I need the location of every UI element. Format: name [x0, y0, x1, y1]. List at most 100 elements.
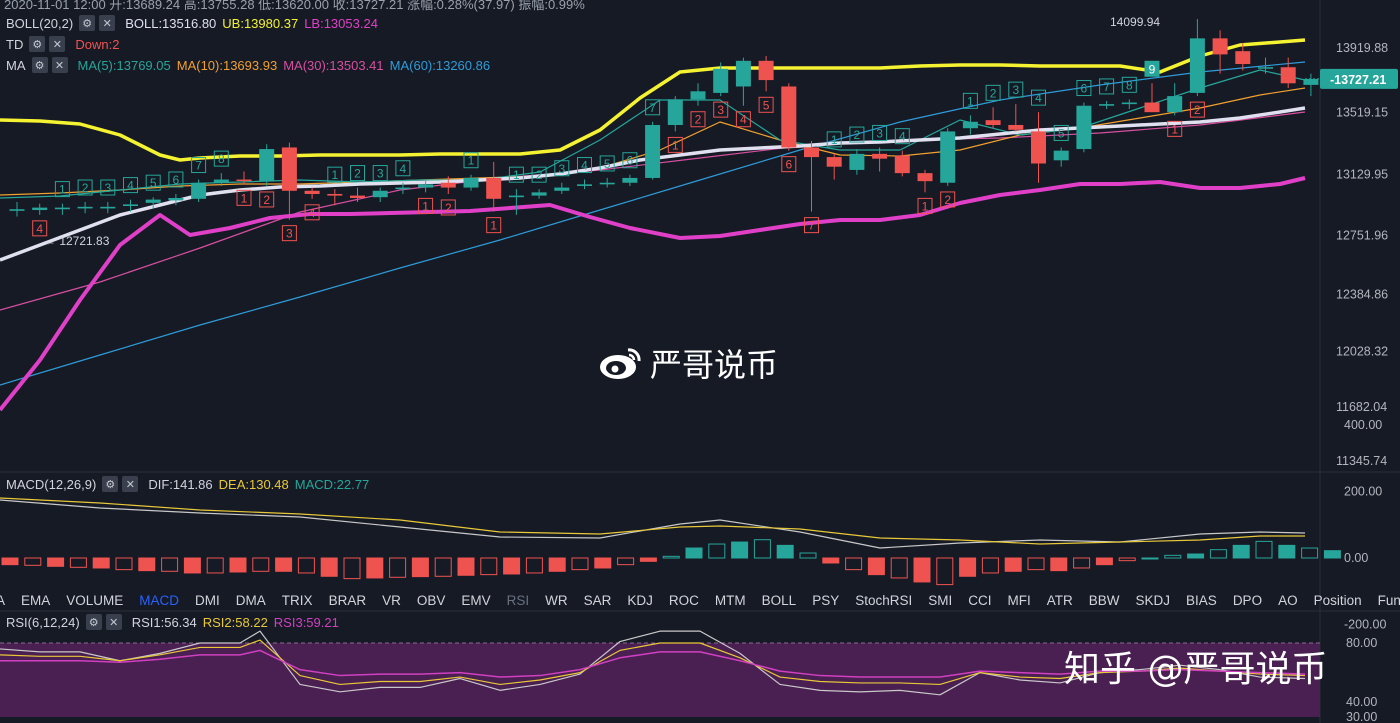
candle-down [281, 147, 297, 191]
tab-emv[interactable]: EMV [461, 592, 491, 608]
tab-rsi[interactable]: RSI [506, 592, 530, 608]
tab-dpo[interactable]: DPO [1232, 592, 1263, 608]
tab-cci[interactable]: CCI [968, 592, 992, 608]
td-label: 7 [195, 159, 202, 173]
macd-histogram-bar [1073, 557, 1091, 569]
rsi-tick-label: 30.00 [1346, 710, 1377, 723]
close-icon[interactable]: ✕ [99, 15, 116, 31]
tab-vr[interactable]: VR [382, 592, 401, 608]
tab-ema[interactable]: EMA [21, 592, 51, 608]
tab-volume[interactable]: VOLUME [66, 592, 124, 608]
ohlc-header: 2020-11-01 12:00 开:13689.24 高:13755.28 低… [4, 0, 585, 12]
tab-bbw[interactable]: BBW [1088, 592, 1120, 608]
td-label: 7 [1103, 80, 1110, 94]
candle-up [940, 131, 956, 183]
tab-roc[interactable]: ROC [668, 592, 699, 608]
candle-down [486, 177, 502, 199]
tab-skdj[interactable]: SKDJ [1135, 592, 1171, 608]
tab-psy[interactable]: PSY [812, 592, 840, 608]
tab-wr[interactable]: WR [545, 592, 568, 608]
tab-a[interactable]: A [0, 592, 6, 608]
candle-up [168, 197, 184, 201]
rsi1-value: RSI1:56.34 [131, 614, 197, 630]
candle-up [123, 204, 138, 207]
td-label-box [690, 111, 706, 128]
td-label: 1 [468, 154, 475, 168]
candle-up [735, 60, 751, 87]
close-icon[interactable]: ✕ [105, 614, 122, 630]
candle-down [985, 120, 1001, 125]
td-label: 3 [104, 181, 111, 195]
tab-position[interactable]: Position [1313, 592, 1362, 608]
rsi3-value: RSI3:59.21 [273, 614, 339, 630]
tab-dmi[interactable]: DMI [195, 592, 220, 608]
tab-brar[interactable]: BRAR [328, 592, 367, 608]
candle-down [872, 153, 888, 159]
candle-down [917, 173, 933, 182]
td-label-box [100, 179, 116, 196]
tab-smi[interactable]: SMI [928, 592, 953, 608]
tab-sar[interactable]: SAR [583, 592, 612, 608]
macd-histogram-bar [594, 557, 612, 569]
td-label: 2 [536, 168, 543, 182]
candle-up [213, 179, 229, 183]
tab-bias[interactable]: BIAS [1186, 592, 1217, 608]
gear-icon[interactable]: ⚙ [31, 57, 48, 73]
tab-obv[interactable]: OBV [416, 592, 446, 608]
td-label: 5 [150, 176, 157, 190]
candle-up [690, 91, 706, 100]
macd-histogram-bar [434, 557, 452, 577]
close-icon[interactable]: ✕ [51, 57, 68, 73]
td-label: 6 [785, 158, 792, 172]
macd-indicator-row: MACD(12,26,9) ⚙ ✕ DIF:141.86 DEA:130.48 … [0, 475, 369, 493]
close-icon[interactable]: ✕ [49, 36, 66, 52]
tab-boll[interactable]: BOLL [761, 592, 797, 608]
td-label: 6 [1081, 82, 1088, 96]
macd-histogram-bar [92, 557, 110, 569]
high-price-marker: 14099.94 [1110, 15, 1160, 29]
macd-histogram-bar [981, 557, 999, 574]
dif-line [0, 499, 1306, 549]
close-icon[interactable]: ✕ [122, 476, 139, 492]
tab-ao[interactable]: AO [1278, 592, 1298, 608]
tab-mfi[interactable]: MFI [1007, 592, 1031, 608]
ma60-line [0, 61, 1306, 386]
dif-value: DIF:141.86 [148, 476, 213, 492]
tab-atr[interactable]: ATR [1046, 592, 1073, 608]
td-label-box [599, 155, 615, 172]
tab-trix[interactable]: TRIX [281, 592, 313, 608]
price-tick-label: 13919.88 [1336, 41, 1388, 55]
tab-macd[interactable]: MACD [139, 592, 180, 608]
candle-up [713, 68, 729, 93]
macd-histogram-bar [343, 557, 361, 580]
candle-up [1303, 78, 1319, 85]
candle-down [781, 86, 797, 148]
td-label: 1 [513, 168, 520, 182]
tab-kdj[interactable]: KDJ [627, 592, 653, 608]
candle-up [32, 207, 48, 211]
td-label: 4 [1035, 91, 1042, 105]
macd-histogram-bar [1118, 557, 1136, 562]
td-name: TD [6, 36, 24, 52]
td-label-box [418, 197, 434, 214]
macd-histogram-bar [845, 557, 863, 571]
tab-mtm[interactable]: MTM [714, 592, 746, 608]
td-label-box [985, 84, 1001, 101]
tab-stochrsi[interactable]: StochRSI [855, 592, 913, 608]
tab-fundflow[interactable]: Fundflow [1377, 592, 1400, 608]
current-price-tag [1320, 68, 1398, 89]
tab-dma[interactable]: DMA [235, 592, 266, 608]
candle-down [236, 179, 252, 182]
td-label-box [1099, 78, 1115, 95]
td-label: 4 [581, 159, 588, 173]
candle-down [894, 155, 910, 174]
td-label: 3 [286, 227, 293, 241]
macd-histogram-bar [161, 557, 179, 572]
boll-lb-value: LB:13053.24 [304, 15, 378, 31]
gear-icon[interactable]: ⚙ [29, 36, 46, 52]
gear-icon[interactable]: ⚙ [79, 15, 96, 31]
gear-icon[interactable]: ⚙ [102, 476, 119, 492]
td-label: 4 [740, 113, 747, 127]
gear-icon[interactable]: ⚙ [85, 614, 102, 630]
